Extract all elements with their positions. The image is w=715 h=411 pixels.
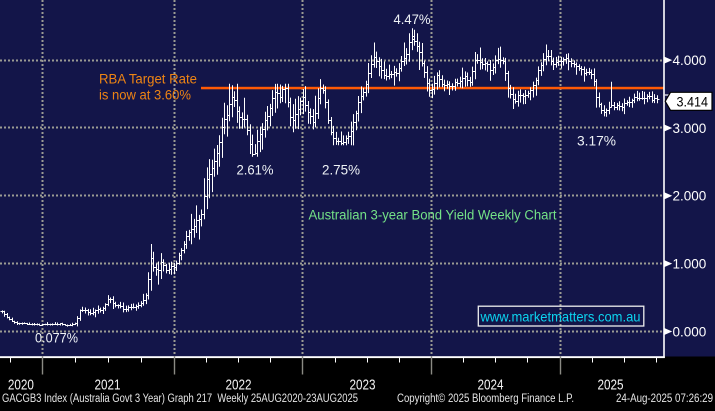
svg-text:2022: 2022 [226, 377, 252, 394]
svg-text:is now at 3.60%: is now at 3.60% [99, 88, 191, 103]
svg-text:0.000: 0.000 [673, 324, 707, 339]
svg-text:3.17%: 3.17% [577, 133, 616, 149]
svg-text:4.47%: 4.47% [394, 11, 431, 27]
svg-text:1.000: 1.000 [673, 257, 707, 272]
svg-text:2021: 2021 [95, 377, 121, 394]
svg-text:2.000: 2.000 [673, 189, 707, 204]
svg-text:2020: 2020 [8, 377, 34, 394]
svg-text:2.61%: 2.61% [237, 162, 274, 178]
svg-text:RBA Target Rate: RBA Target Rate [99, 72, 197, 87]
svg-text:www.marketmatters.com.au: www.marketmatters.com.au [480, 308, 641, 324]
svg-text:2023: 2023 [350, 377, 376, 394]
svg-text:2024: 2024 [478, 377, 504, 394]
svg-text:Copyright© 2025 Bloomberg Fina: Copyright© 2025 Bloomberg Finance L.P. [397, 393, 574, 405]
svg-text:GACGB3 Index (Australia Govt 3: GACGB3 Index (Australia Govt 3 Year) Gra… [2, 393, 358, 405]
svg-text:2025: 2025 [598, 377, 624, 394]
svg-text:3.414: 3.414 [677, 94, 709, 109]
svg-text:0.077%: 0.077% [35, 329, 78, 345]
svg-text:Australian 3-year Bond Yield W: Australian 3-year Bond Yield Weekly Char… [309, 208, 557, 223]
svg-text:24-Aug-2025 07:26:29: 24-Aug-2025 07:26:29 [616, 393, 713, 405]
svg-text:3.000: 3.000 [673, 121, 707, 136]
svg-text:4.000: 4.000 [673, 53, 707, 68]
svg-text:2.75%: 2.75% [322, 162, 360, 178]
